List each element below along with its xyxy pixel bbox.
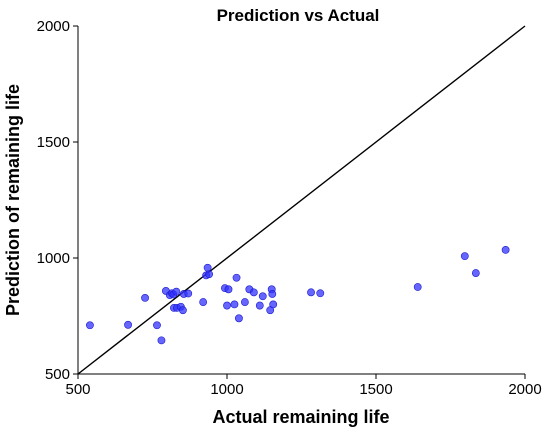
axis-ticks: 500 1000 1500 2000 500 1000 1500 2000 [37, 18, 542, 398]
data-point [232, 273, 241, 282]
data-point [172, 287, 181, 296]
x-tick-label: 1500 [359, 381, 392, 398]
y-tick-label: 2000 [37, 18, 70, 35]
data-point [199, 298, 208, 306]
data-point [178, 306, 187, 315]
data-point [157, 336, 166, 345]
y-tick-label: 500 [45, 366, 70, 383]
data-point [501, 245, 510, 254]
data-point [230, 300, 239, 309]
data-point [240, 298, 249, 306]
y-tick-label: 1000 [37, 250, 70, 267]
x-tick-label: 500 [65, 381, 90, 398]
data-point [460, 252, 469, 261]
x-tick-label: 1000 [210, 381, 243, 398]
data-point [205, 270, 214, 279]
data-point [153, 321, 161, 330]
chart-title: Prediction vs Actual [217, 6, 380, 25]
data-point [471, 269, 480, 277]
data-point [258, 292, 267, 301]
data-point [223, 301, 231, 310]
data-point [249, 288, 258, 297]
data-point [316, 289, 325, 298]
data-point [86, 321, 94, 330]
data-point [269, 300, 278, 309]
data-points [86, 245, 510, 345]
x-tick-label: 2000 [508, 381, 541, 398]
data-point [268, 290, 277, 298]
data-point [124, 320, 132, 329]
data-point [141, 294, 149, 302]
y-tick-label: 1500 [37, 134, 70, 151]
data-point [235, 314, 243, 323]
data-point [224, 285, 233, 294]
data-point [307, 288, 315, 297]
data-point [413, 283, 422, 291]
data-point [255, 301, 264, 310]
x-axis-label: Actual remaining life [212, 407, 389, 427]
identity-reference-line [77, 25, 526, 375]
data-point [203, 263, 212, 272]
data-point [184, 289, 193, 298]
y-axis-label: Prediction of remaining life [3, 84, 23, 316]
